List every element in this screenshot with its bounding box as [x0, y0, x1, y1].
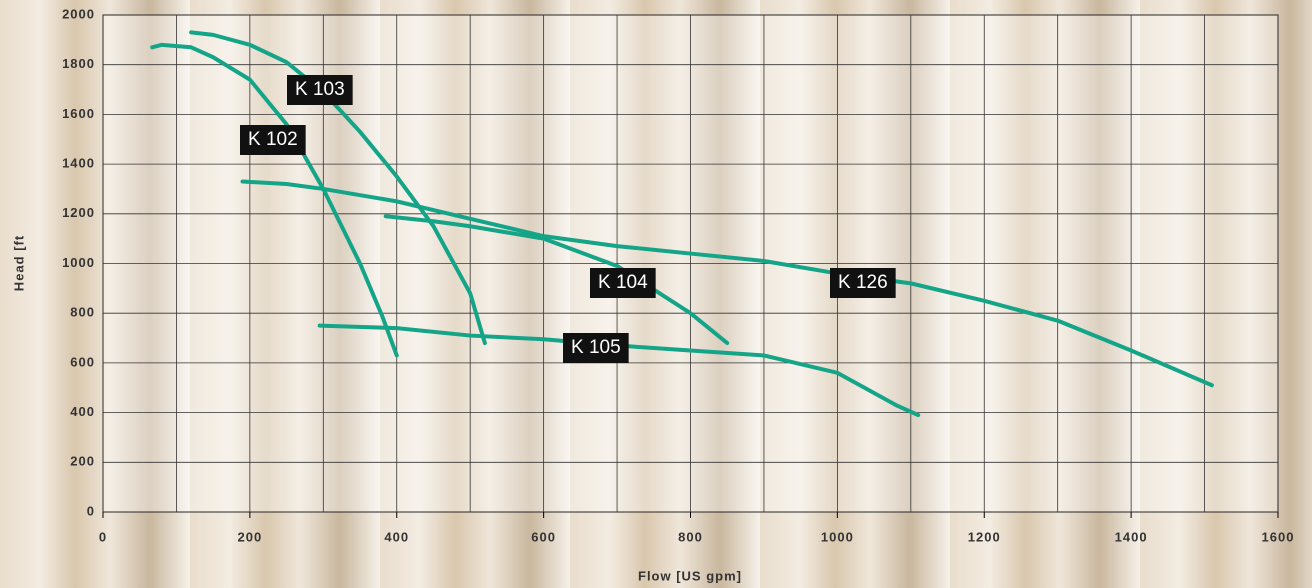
curve: [150, 42, 399, 358]
y-tick-label: 200: [70, 454, 95, 469]
x-tick-label: 1200: [968, 529, 1001, 544]
x-tick-label: 1600: [1262, 529, 1295, 544]
curve: [317, 323, 921, 418]
y-tick-label: 1400: [62, 156, 95, 171]
curve: [383, 214, 730, 346]
y-axis-label: Head [ft: [11, 235, 26, 291]
y-tick-label: 0: [87, 503, 95, 518]
label-box: [240, 125, 306, 155]
series-label: K 105: [571, 337, 621, 358]
y-tick-label: 600: [70, 354, 95, 369]
series-label: K 104: [598, 272, 648, 293]
curve: [189, 30, 487, 346]
label-box: [563, 333, 629, 363]
x-tick-label: 800: [678, 529, 703, 544]
x-tick-label: 400: [384, 529, 409, 544]
label-box: [287, 75, 353, 105]
label-box: [830, 268, 896, 298]
y-tick-label: 400: [70, 404, 95, 419]
y-tick-label: 1000: [62, 255, 95, 270]
x-tick-label: 600: [531, 529, 556, 544]
series-label: K 126: [838, 272, 888, 293]
series-label: K 102: [248, 129, 298, 150]
x-tick-label: 0: [99, 529, 107, 544]
curve: [240, 179, 1214, 388]
x-tick-label: 200: [238, 529, 263, 544]
x-axis-label: Flow [US gpm]: [638, 568, 742, 583]
y-tick-label: 2000: [62, 6, 95, 21]
x-tick-label: 1000: [821, 529, 854, 544]
y-tick-label: 1600: [62, 106, 95, 121]
label-box: [590, 268, 656, 298]
series-label: K 103: [295, 79, 345, 100]
x-tick-label: 1400: [1115, 529, 1148, 544]
y-tick-label: 800: [70, 305, 95, 320]
y-tick-label: 1200: [62, 205, 95, 220]
y-tick-label: 1800: [62, 56, 95, 71]
